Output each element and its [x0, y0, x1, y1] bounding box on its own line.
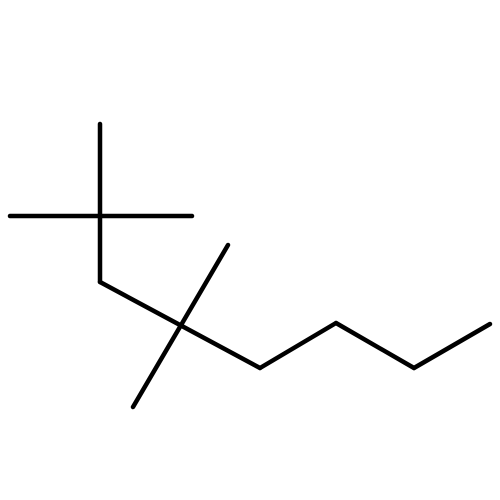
bond-6 — [336, 323, 414, 368]
bond-7 — [414, 324, 490, 368]
molecule-diagram — [0, 0, 500, 500]
bond-2 — [100, 282, 180, 325]
bond-4 — [180, 325, 260, 368]
bond-5 — [260, 323, 336, 368]
